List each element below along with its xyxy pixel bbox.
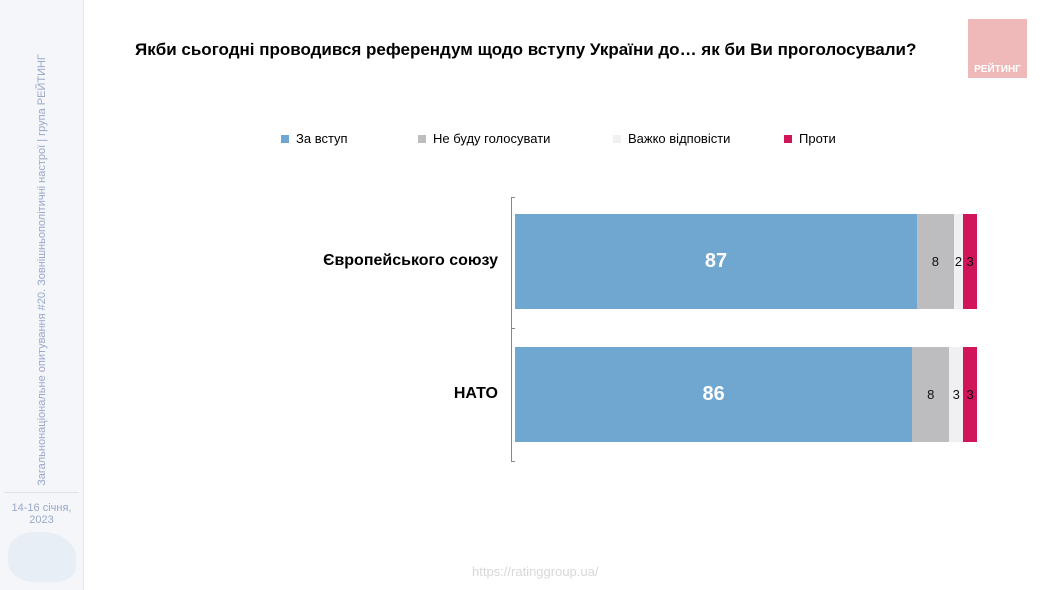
legend-label: Не буду голосувати (433, 131, 551, 146)
ukraine-map-image (8, 532, 76, 582)
survey-caption: Загальнонаціональне опитування #20. Зовн… (36, 54, 48, 486)
divider (4, 492, 79, 493)
data-label: 3 (966, 254, 974, 269)
bar-segment: 3 (963, 347, 977, 442)
legend-item: Проти (784, 131, 836, 146)
legend-item: Важко відповісти (613, 131, 730, 146)
data-label: 2 (954, 254, 963, 269)
category-label: Європейського союзу (323, 252, 498, 269)
survey-date: 14-16 січня, 2023 (11, 502, 72, 526)
bar-row: 86 8 3 3 (515, 347, 977, 442)
category-label: НАТО (453, 385, 498, 402)
bar-segment: 3 (963, 214, 977, 309)
data-label: 8 (927, 387, 935, 402)
legend-swatch (784, 134, 792, 143)
rating-logo: РЕЙТИНГ (968, 19, 1027, 78)
bar-row: 87 8 2 3 (515, 214, 977, 309)
legend-item: За вступ (281, 131, 348, 146)
bar-segment: 2 (953, 214, 964, 309)
footer-url[interactable]: https://ratinggroup.ua/ (472, 564, 599, 579)
axis-tick (511, 461, 515, 462)
data-label: 3 (952, 387, 960, 402)
category-axis (511, 197, 516, 461)
sidebar: Загальнонаціональне опитування #20. Зовн… (0, 0, 84, 590)
data-label: 86 (702, 383, 725, 405)
logo-text: РЕЙТИНГ (974, 64, 1021, 75)
legend-swatch (281, 134, 289, 143)
bar-segment: 8 (912, 347, 950, 442)
data-label: 3 (966, 387, 974, 402)
legend-item: Не буду голосувати (418, 131, 550, 146)
axis-tick (511, 197, 515, 198)
legend-swatch (418, 134, 426, 143)
data-label: 8 (931, 254, 940, 269)
legend-label: Проти (799, 131, 836, 146)
legend-label: За вступ (296, 131, 348, 146)
bar-segment: 8 (916, 214, 954, 309)
axis-tick (511, 328, 515, 329)
data-label: 87 (704, 250, 728, 272)
chart-title: Якби сьогодні проводився референдум щодо… (135, 40, 917, 59)
bar-segment: 3 (949, 347, 964, 442)
bar-segment: 86 (515, 347, 913, 442)
legend-label: Важко відповісти (628, 131, 731, 146)
legend-swatch (613, 134, 621, 143)
bar-segment: 87 (515, 214, 917, 309)
